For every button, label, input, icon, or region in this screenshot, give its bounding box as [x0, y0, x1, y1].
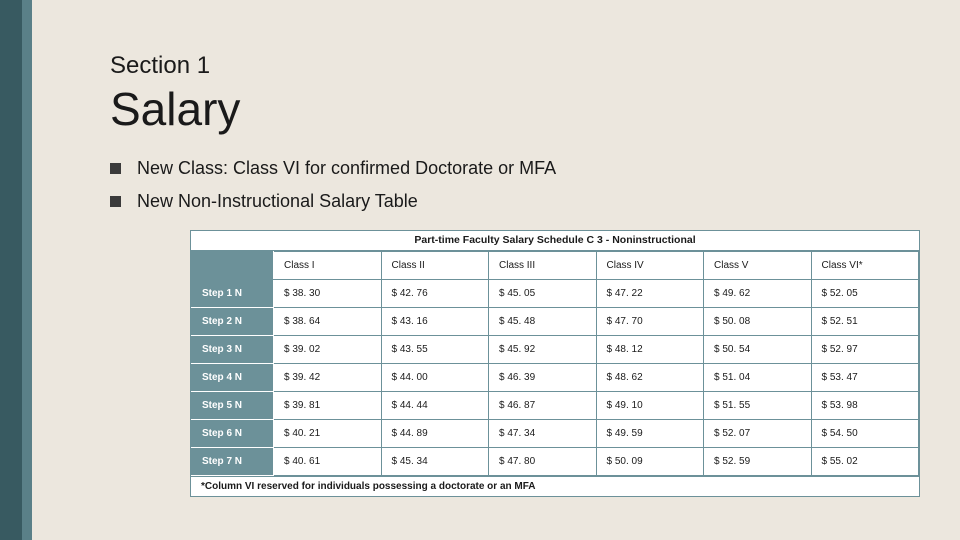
table-row: Step 3 N $ 39. 02 $ 43. 55 $ 45. 92 $ 48…	[192, 336, 919, 364]
table-cell: $ 51. 55	[704, 392, 812, 420]
row-label: Step 6 N	[192, 420, 274, 448]
slide-content: Section 1 Salary New Class: Class VI for…	[110, 52, 930, 497]
table-row: Step 5 N $ 39. 81 $ 44. 44 $ 46. 87 $ 49…	[192, 392, 919, 420]
table-cell: $ 39. 42	[274, 364, 382, 392]
table-cell: $ 55. 02	[811, 448, 919, 476]
row-label: Step 4 N	[192, 364, 274, 392]
table-cell: $ 47. 34	[489, 420, 597, 448]
column-header: Class II	[381, 252, 489, 280]
table-cell: $ 53. 47	[811, 364, 919, 392]
table-cell: $ 40. 61	[274, 448, 382, 476]
table-cell: $ 42. 76	[381, 280, 489, 308]
bullet-text: New Non-Instructional Salary Table	[137, 191, 418, 212]
table-cell: $ 44. 89	[381, 420, 489, 448]
row-label: Step 1 N	[192, 280, 274, 308]
table-cell: $ 54. 50	[811, 420, 919, 448]
table-cell: $ 46. 39	[489, 364, 597, 392]
table-row: Step 4 N $ 39. 42 $ 44. 00 $ 46. 39 $ 48…	[192, 364, 919, 392]
table-cell: $ 53. 98	[811, 392, 919, 420]
table-title: Part-time Faculty Salary Schedule C 3 - …	[191, 231, 919, 251]
column-header: Class V	[704, 252, 812, 280]
table-cell: $ 50. 09	[596, 448, 704, 476]
table-cell: $ 38. 64	[274, 308, 382, 336]
page-title: Salary	[110, 82, 930, 136]
table-cell: $ 45. 48	[489, 308, 597, 336]
square-bullet-icon	[110, 163, 121, 174]
table-footnote: *Column VI reserved for individuals poss…	[191, 476, 919, 496]
column-header: Class IV	[596, 252, 704, 280]
bullet-text: New Class: Class VI for confirmed Doctor…	[137, 158, 556, 179]
bullet-item: New Class: Class VI for confirmed Doctor…	[110, 158, 930, 179]
bullet-list: New Class: Class VI for confirmed Doctor…	[110, 158, 930, 212]
table-cell: $ 39. 02	[274, 336, 382, 364]
table-cell: $ 45. 92	[489, 336, 597, 364]
row-label: Step 7 N	[192, 448, 274, 476]
square-bullet-icon	[110, 196, 121, 207]
table-cell: $ 52. 97	[811, 336, 919, 364]
row-label: Step 2 N	[192, 308, 274, 336]
column-header: Class VI*	[811, 252, 919, 280]
salary-table-container: Part-time Faculty Salary Schedule C 3 - …	[190, 230, 920, 497]
salary-table: Class I Class II Class III Class IV Clas…	[191, 251, 919, 476]
table-cell: $ 47. 70	[596, 308, 704, 336]
table-cell: $ 48. 62	[596, 364, 704, 392]
table-cell: $ 43. 16	[381, 308, 489, 336]
bullet-item: New Non-Instructional Salary Table	[110, 191, 930, 212]
table-row: Step 7 N $ 40. 61 $ 45. 34 $ 47. 80 $ 50…	[192, 448, 919, 476]
section-label: Section 1	[110, 52, 930, 80]
table-cell: $ 52. 51	[811, 308, 919, 336]
column-header: Class I	[274, 252, 382, 280]
table-cell: $ 44. 00	[381, 364, 489, 392]
table-cell: $ 47. 80	[489, 448, 597, 476]
side-stripe-inner	[0, 0, 22, 540]
table-cell: $ 39. 81	[274, 392, 382, 420]
table-cell: $ 50. 08	[704, 308, 812, 336]
table-cell: $ 49. 10	[596, 392, 704, 420]
table-cell: $ 51. 04	[704, 364, 812, 392]
row-label: Step 3 N	[192, 336, 274, 364]
table-cell: $ 48. 12	[596, 336, 704, 364]
table-corner-cell	[192, 252, 274, 280]
column-header: Class III	[489, 252, 597, 280]
table-cell: $ 38. 30	[274, 280, 382, 308]
table-cell: $ 44. 44	[381, 392, 489, 420]
table-cell: $ 47. 22	[596, 280, 704, 308]
table-cell: $ 50. 54	[704, 336, 812, 364]
table-cell: $ 43. 55	[381, 336, 489, 364]
row-label: Step 5 N	[192, 392, 274, 420]
table-cell: $ 52. 59	[704, 448, 812, 476]
table-cell: $ 49. 62	[704, 280, 812, 308]
table-cell: $ 49. 59	[596, 420, 704, 448]
table-row: Step 1 N $ 38. 30 $ 42. 76 $ 45. 05 $ 47…	[192, 280, 919, 308]
table-row: Step 6 N $ 40. 21 $ 44. 89 $ 47. 34 $ 49…	[192, 420, 919, 448]
table-cell: $ 52. 05	[811, 280, 919, 308]
table-cell: $ 45. 05	[489, 280, 597, 308]
table-row: Step 2 N $ 38. 64 $ 43. 16 $ 45. 48 $ 47…	[192, 308, 919, 336]
table-cell: $ 40. 21	[274, 420, 382, 448]
table-header-row: Class I Class II Class III Class IV Clas…	[192, 252, 919, 280]
table-cell: $ 52. 07	[704, 420, 812, 448]
table-cell: $ 46. 87	[489, 392, 597, 420]
table-body: Step 1 N $ 38. 30 $ 42. 76 $ 45. 05 $ 47…	[192, 280, 919, 476]
table-cell: $ 45. 34	[381, 448, 489, 476]
